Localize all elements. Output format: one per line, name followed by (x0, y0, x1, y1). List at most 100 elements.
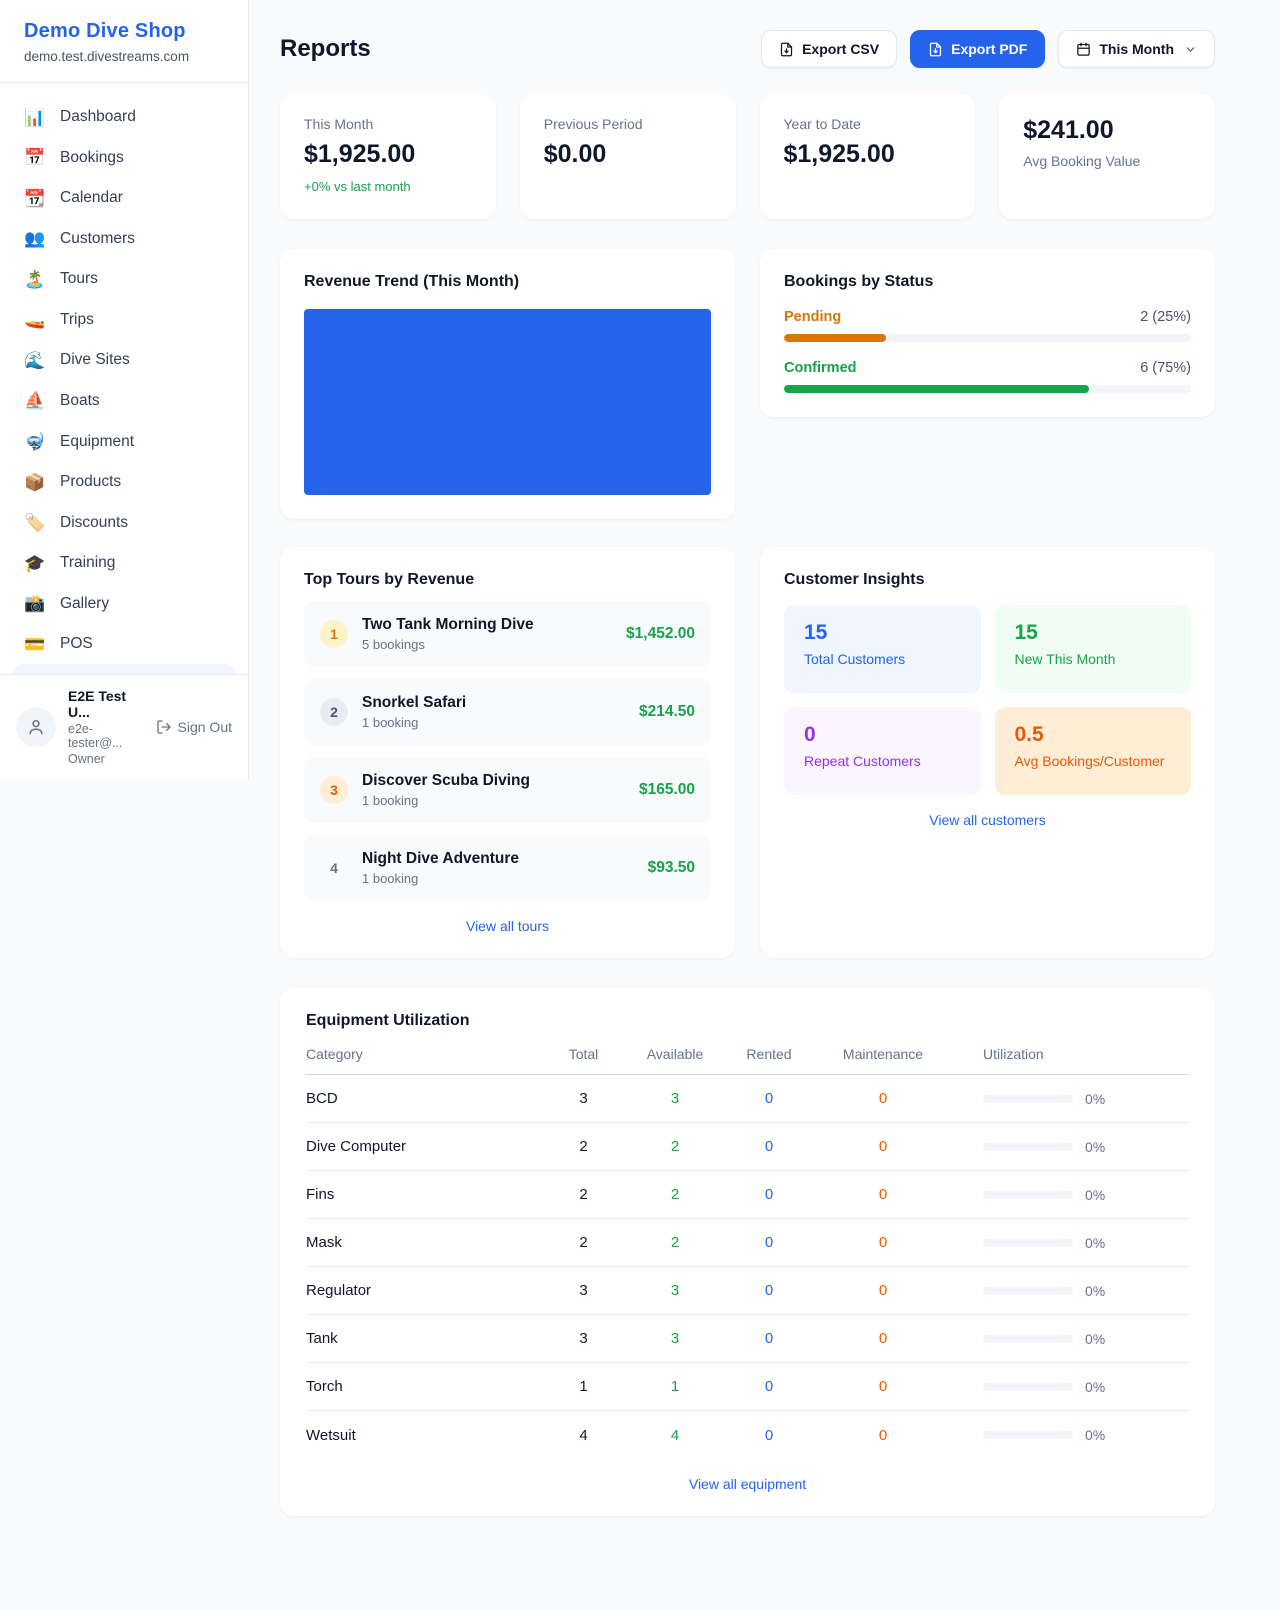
header-actions: Export CSV Export PDF This Month (761, 30, 1215, 68)
insight-tile-repeat-customers: 0 Repeat Customers (784, 707, 981, 795)
tour-bookings: 1 booking (362, 715, 419, 730)
sidebar-item-label: Training (60, 554, 116, 572)
utilization-percent: 0% (1085, 1090, 1106, 1107)
sidebar-item-discounts[interactable]: 🏷️ Discounts (12, 502, 236, 543)
stat-card-previous-period: Previous Period $0.00 (519, 94, 736, 219)
rank-badge: 4 (330, 860, 338, 876)
table-row: BCD 3 3 0 0 0% (306, 1075, 1189, 1123)
equipment-total: 2 (579, 1234, 588, 1251)
equipment-total: 3 (579, 1282, 588, 1299)
utilization-percent: 0% (1085, 1330, 1106, 1347)
stat-label: Year to Date (783, 116, 861, 132)
revenue-trend-card: Revenue Trend (This Month) (280, 249, 735, 519)
equipment-total: 2 (579, 1186, 588, 1203)
utilization-percent: 0% (1085, 1282, 1106, 1299)
equipment-maintenance: 0 (878, 1330, 888, 1347)
equipment-rented: 0 (764, 1138, 774, 1155)
user-info: E2E Test U... e2e-tester@... Owner (68, 688, 144, 766)
stat-card-avg-booking-value: $241.00 Avg Booking Value (999, 94, 1215, 219)
insight-label: Avg Bookings/Customer (1014, 753, 1165, 769)
stat-card-this-month: This Month $1,925.00 +0% vs last month (280, 94, 496, 219)
column-header-total: Total (568, 1046, 599, 1062)
sidebar-item-boats[interactable]: ⛵ Boats (12, 381, 236, 422)
view-all-customers-link[interactable]: View all customers (929, 812, 1046, 828)
tour-list-item: 2 Snorkel Safari 1 booking $214.50 (304, 679, 711, 745)
sidebar-item-dashboard[interactable]: 📊 Dashboard (12, 97, 236, 138)
insight-label: Total Customers (804, 651, 906, 667)
insight-tile-total-customers: 15 Total Customers (784, 605, 981, 693)
equipment-available: 3 (670, 1282, 680, 1299)
sidebar-item-label: POS (60, 635, 93, 653)
customers-icon: 👥 (24, 229, 46, 249)
utilization-bar (983, 1142, 1073, 1151)
equipment-category: Dive Computer (306, 1138, 407, 1155)
insights-grid: 15 Total Customers 15 New This Month 0 R… (784, 605, 1191, 795)
sign-out-label: Sign Out (177, 719, 232, 735)
sign-out-button[interactable]: Sign Out (156, 719, 232, 735)
stat-delta: +0% vs last month (304, 179, 411, 194)
sidebar-item-training[interactable]: 🎓 Training (12, 543, 236, 584)
sidebar-item-trips[interactable]: 🚤 Trips (12, 300, 236, 341)
equipment-total: 3 (579, 1330, 588, 1347)
package-icon: 📦 (24, 472, 46, 492)
sidebar-item-equipment[interactable]: 🤿 Equipment (12, 421, 236, 462)
view-all-equipment-link[interactable]: View all equipment (688, 1476, 807, 1492)
insight-value: 15 (804, 621, 828, 644)
sidebar-item-calendar[interactable]: 📆 Calendar (12, 178, 236, 219)
main-content: Reports Export CSV Export PDF This Month… (249, 0, 1280, 1556)
equipment-total: 1 (579, 1378, 588, 1395)
utilization-bar (983, 1431, 1073, 1439)
utilization-percent: 0% (1085, 1234, 1106, 1251)
status-count: 6 (75%) (1140, 360, 1191, 376)
sidebar-item-bookings[interactable]: 📅 Bookings (12, 138, 236, 179)
equipment-rented: 0 (764, 1378, 774, 1395)
sidebar: Demo Dive Shop demo.test.divestreams.com… (0, 0, 249, 779)
view-all-tours-link[interactable]: View all tours (465, 918, 549, 934)
sidebar-item-reports-partial[interactable] (12, 664, 236, 674)
insight-value: 0 (804, 723, 816, 746)
stats-row: This Month $1,925.00 +0% vs last month P… (280, 94, 1215, 219)
equipment-available: 2 (670, 1138, 680, 1155)
sidebar-item-tours[interactable]: 🏝️ Tours (12, 259, 236, 300)
diving-mask-icon: 🤿 (24, 432, 46, 452)
column-header-utilization: Utilization (983, 1046, 1044, 1062)
equipment-maintenance: 0 (878, 1138, 888, 1155)
export-csv-button[interactable]: Export CSV (761, 30, 898, 68)
equipment-category: BCD (306, 1090, 338, 1107)
utilization-bar (983, 1238, 1073, 1247)
tour-revenue: $214.50 (638, 703, 695, 720)
equipment-rented: 0 (764, 1090, 774, 1107)
stat-value: $0.00 (543, 140, 607, 168)
tour-revenue: $1,452.00 (626, 625, 695, 642)
equipment-maintenance: 0 (878, 1282, 888, 1299)
equipment-rented: 0 (764, 1330, 774, 1347)
equipment-rented: 0 (764, 1234, 774, 1251)
sidebar-header: Demo Dive Shop demo.test.divestreams.com (0, 0, 248, 83)
camera-icon: 📸 (24, 594, 46, 614)
status-row-pending: Pending 2 (25%) (784, 309, 1191, 342)
sidebar-item-dive-sites[interactable]: 🌊 Dive Sites (12, 340, 236, 381)
insight-value: 0.5 (1014, 723, 1044, 746)
sidebar-item-products[interactable]: 📦 Products (12, 462, 236, 503)
sidebar-item-gallery[interactable]: 📸 Gallery (12, 583, 236, 624)
export-pdf-button[interactable]: Export PDF (910, 30, 1046, 68)
tour-revenue: $165.00 (638, 781, 695, 798)
graduation-cap-icon: 🎓 (24, 553, 46, 573)
equipment-category: Wetsuit (306, 1426, 356, 1444)
period-label: This Month (1099, 41, 1174, 57)
revenue-trend-title: Revenue Trend (This Month) (304, 273, 520, 290)
sidebar-item-customers[interactable]: 👥 Customers (12, 219, 236, 260)
stat-value: $241.00 (1023, 116, 1114, 144)
equipment-available: 3 (670, 1330, 680, 1347)
equipment-utilization-card: Equipment Utilization Category Total Ava… (280, 988, 1215, 1516)
equipment-available: 3 (670, 1090, 680, 1107)
sidebar-item-pos[interactable]: 💳 POS (12, 624, 236, 665)
rank-badge: 2 (320, 698, 348, 726)
utilization-bar (983, 1334, 1073, 1343)
equipment-category: Mask (306, 1234, 342, 1251)
equipment-available: 4 (670, 1426, 680, 1444)
table-row: Tank 3 3 0 0 0% (306, 1315, 1189, 1363)
wave-icon: 🌊 (24, 350, 46, 370)
equipment-available: 2 (670, 1186, 680, 1203)
period-dropdown[interactable]: This Month (1058, 30, 1215, 68)
